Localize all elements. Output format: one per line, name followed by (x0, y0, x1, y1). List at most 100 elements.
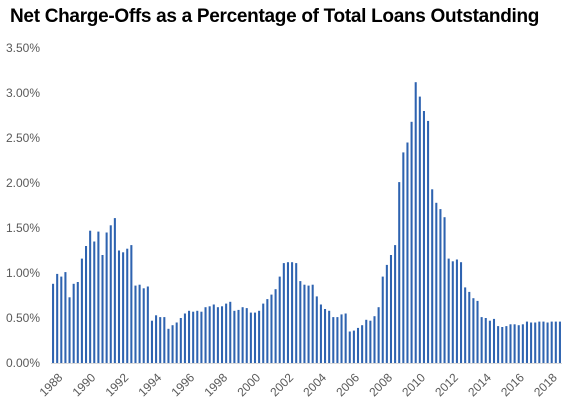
bar (192, 311, 195, 363)
bar (274, 289, 277, 363)
bar (348, 331, 351, 363)
bar (373, 316, 376, 363)
bar (126, 248, 129, 363)
bar (122, 252, 125, 363)
bar (155, 315, 158, 363)
x-tick-label: 2006 (333, 370, 362, 399)
bar (315, 296, 318, 363)
bar (146, 286, 149, 363)
bar (525, 321, 528, 363)
bar (422, 111, 425, 363)
x-tick-label: 2018 (531, 370, 560, 399)
bar (208, 306, 211, 363)
y-tick-label: 2.50% (6, 131, 40, 145)
bar (406, 142, 409, 363)
y-tick-label: 0.50% (6, 311, 40, 325)
bar (212, 304, 215, 363)
bar (538, 321, 541, 363)
bar (402, 152, 405, 363)
bar (447, 258, 450, 363)
bar (530, 322, 533, 363)
y-tick-label: 1.50% (6, 221, 40, 235)
bar (196, 310, 199, 363)
bar (286, 262, 289, 363)
bar (492, 318, 496, 363)
bar (303, 284, 306, 363)
bar (324, 309, 327, 363)
bar (220, 306, 224, 363)
bar (167, 328, 170, 363)
bar (352, 330, 355, 363)
bar (534, 322, 537, 363)
bar (307, 285, 310, 363)
bar (476, 300, 479, 363)
bar (418, 96, 421, 363)
bar (501, 327, 504, 363)
bar (472, 298, 475, 363)
bar (266, 299, 269, 363)
bar (542, 321, 545, 363)
bar (460, 262, 463, 363)
bar (113, 218, 116, 363)
bar (89, 230, 92, 363)
x-tick-label: 2000 (234, 370, 263, 399)
bar (554, 321, 557, 363)
bar (319, 304, 322, 363)
bar (134, 285, 137, 363)
bar (175, 322, 178, 363)
bar (105, 232, 108, 363)
bar (101, 255, 104, 363)
bar (295, 263, 298, 363)
bar (369, 320, 372, 363)
bar (179, 318, 182, 363)
bar (336, 317, 339, 363)
bar (410, 121, 413, 363)
x-tick-label: 1996 (168, 370, 197, 399)
y-tick-label: 3.00% (6, 86, 40, 100)
bar (150, 320, 153, 363)
bar (521, 324, 524, 363)
bar (262, 303, 265, 363)
bar (365, 319, 368, 363)
x-tick-label: 2002 (267, 370, 296, 399)
x-tick-label: 1998 (201, 370, 230, 399)
bar (60, 276, 63, 363)
bar (332, 317, 335, 363)
bar (138, 284, 141, 363)
chart-title: Net Charge-Offs as a Percentage of Total… (10, 6, 540, 27)
bar (451, 261, 454, 363)
bar (56, 273, 59, 363)
bar (480, 317, 483, 363)
bar (517, 325, 520, 363)
bar (385, 264, 388, 363)
bar (484, 318, 487, 363)
bar (278, 276, 281, 363)
bar (550, 321, 553, 363)
bar (85, 246, 88, 363)
x-tick-label: 1994 (136, 370, 165, 399)
bar (431, 189, 434, 363)
bar (509, 324, 512, 363)
bar (93, 241, 96, 363)
bar (216, 307, 219, 363)
y-tick-label: 0.00% (6, 356, 40, 370)
bar (229, 301, 232, 363)
bar (249, 312, 252, 363)
y-tick-label: 1.00% (6, 266, 40, 280)
bar (558, 321, 561, 363)
bar (356, 327, 360, 363)
x-tick-label: 1992 (103, 370, 132, 399)
x-axis-tick-labels: 1988 1990 1992 1994 1996 1998 2000 2002 2004 2006… (37, 370, 561, 399)
bar (163, 317, 166, 363)
bar (435, 202, 438, 363)
bar (291, 262, 294, 363)
x-tick-label: 2004 (300, 370, 329, 399)
bar (361, 325, 364, 363)
bar (188, 310, 191, 363)
y-tick-label: 2.00% (6, 176, 40, 190)
bar (439, 209, 442, 363)
bar (200, 311, 203, 363)
bar (513, 324, 516, 363)
x-tick-label: 2012 (432, 370, 461, 399)
